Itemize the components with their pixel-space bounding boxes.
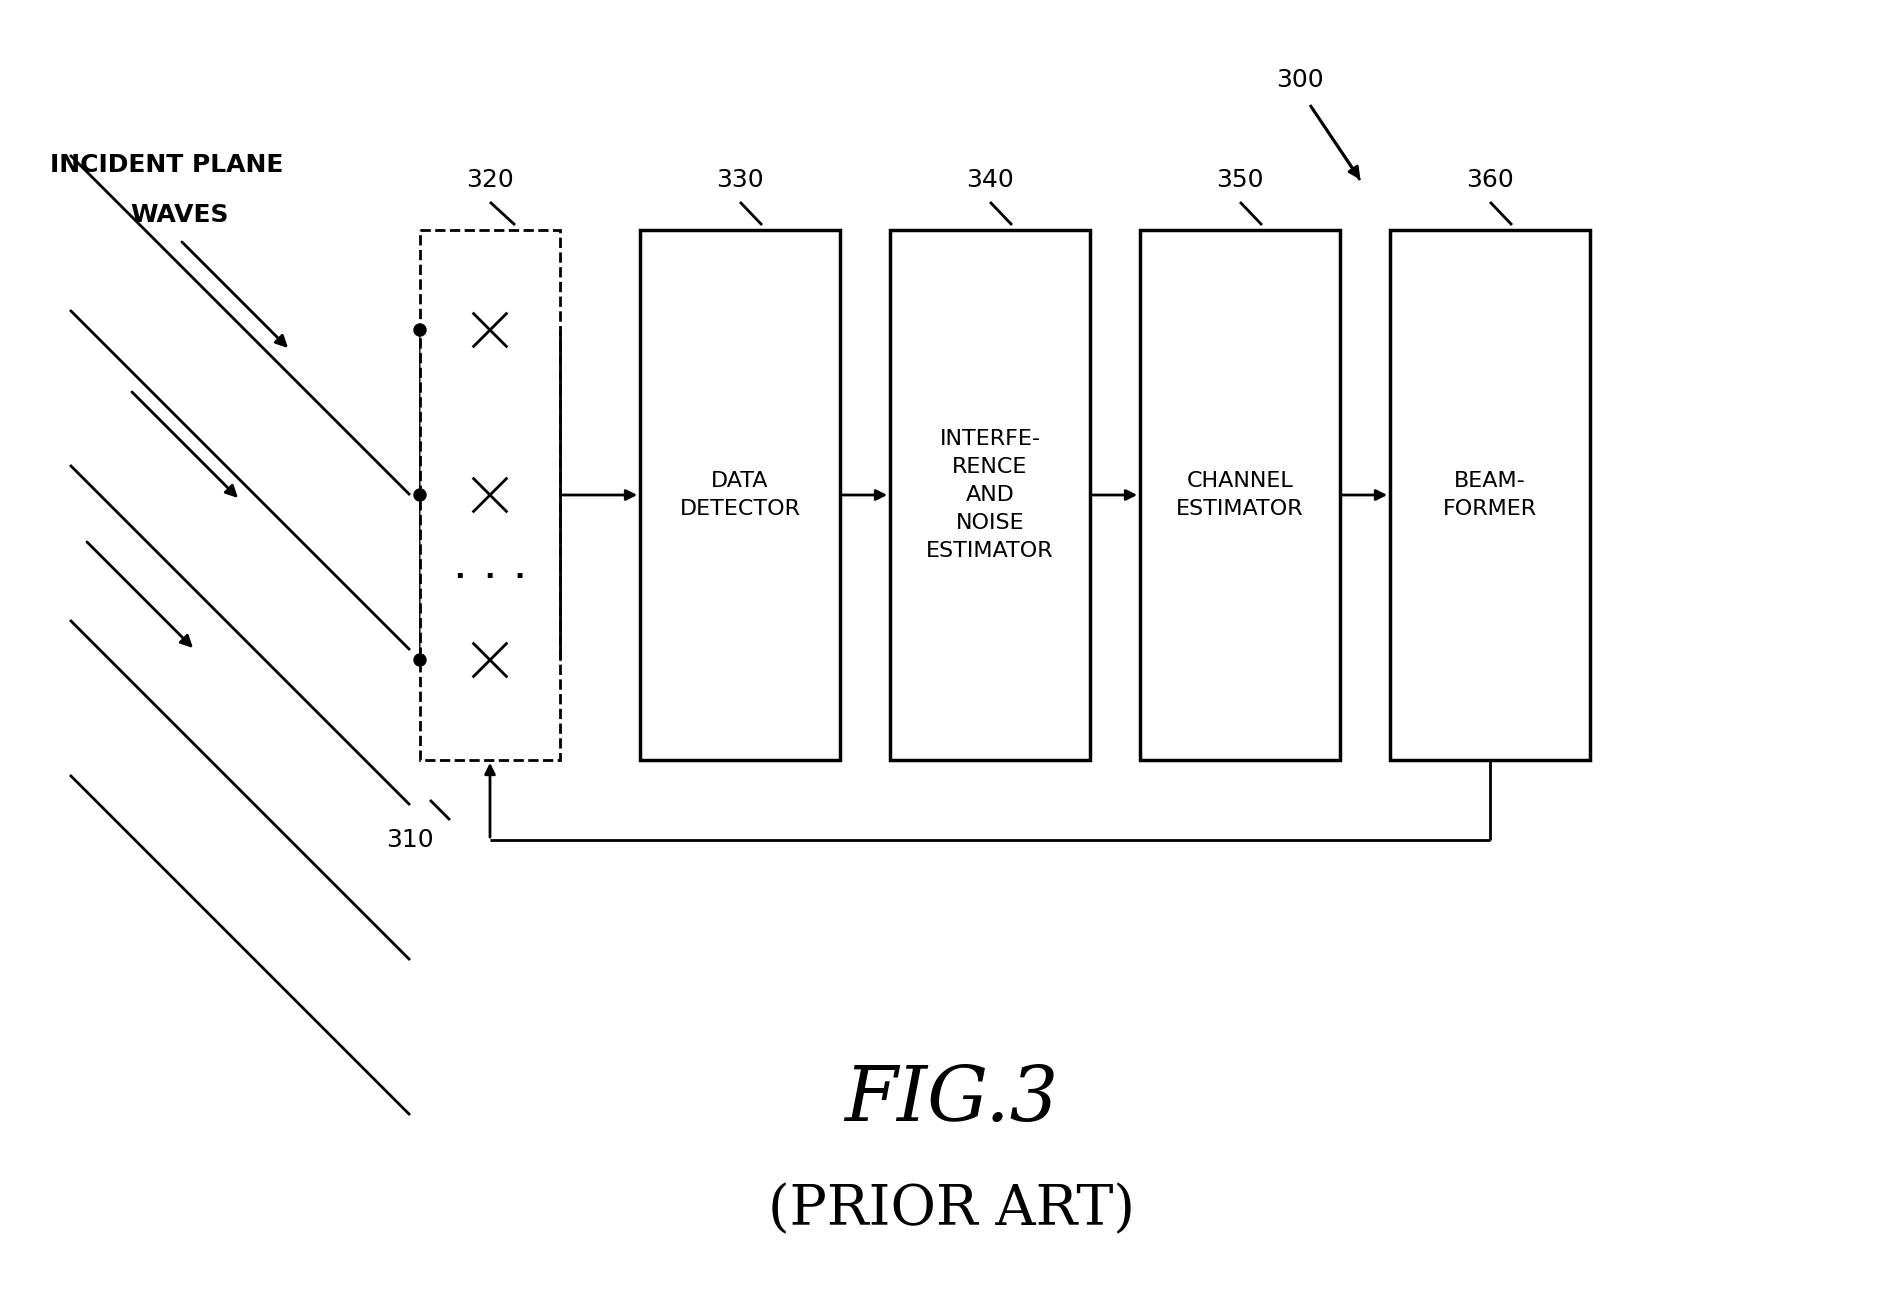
Circle shape [462,632,517,688]
Circle shape [462,302,517,357]
Bar [639,231,841,760]
Text: 300: 300 [1276,69,1324,92]
Bar [420,231,559,760]
Text: INCIDENT PLANE: INCIDENT PLANE [49,153,283,177]
Circle shape [462,467,517,523]
Text: CHANNEL
ESTIMATOR: CHANNEL ESTIMATOR [1175,471,1303,519]
Text: BEAM-
FORMER: BEAM- FORMER [1444,471,1537,519]
Text: 350: 350 [1215,168,1263,192]
Circle shape [415,654,426,666]
Text: ·  ·  ·: · · · [455,563,525,591]
Text: 320: 320 [466,168,514,192]
Text: 360: 360 [1466,168,1514,192]
Text: INTERFE-
RENCE
AND
NOISE
ESTIMATOR: INTERFE- RENCE AND NOISE ESTIMATOR [926,429,1054,561]
Text: WAVES: WAVES [129,203,228,227]
Circle shape [415,490,426,501]
Bar [890,231,1090,760]
Circle shape [415,324,426,335]
Text: 340: 340 [966,168,1014,192]
Text: DATA
DETECTOR: DATA DETECTOR [679,471,801,519]
Bar [1390,231,1590,760]
Text: 330: 330 [717,168,765,192]
Text: 310: 310 [386,828,434,852]
Text: FIG.3: FIG.3 [844,1063,1058,1137]
Text: (PRIOR ART): (PRIOR ART) [768,1182,1134,1237]
Bar [1139,231,1341,760]
